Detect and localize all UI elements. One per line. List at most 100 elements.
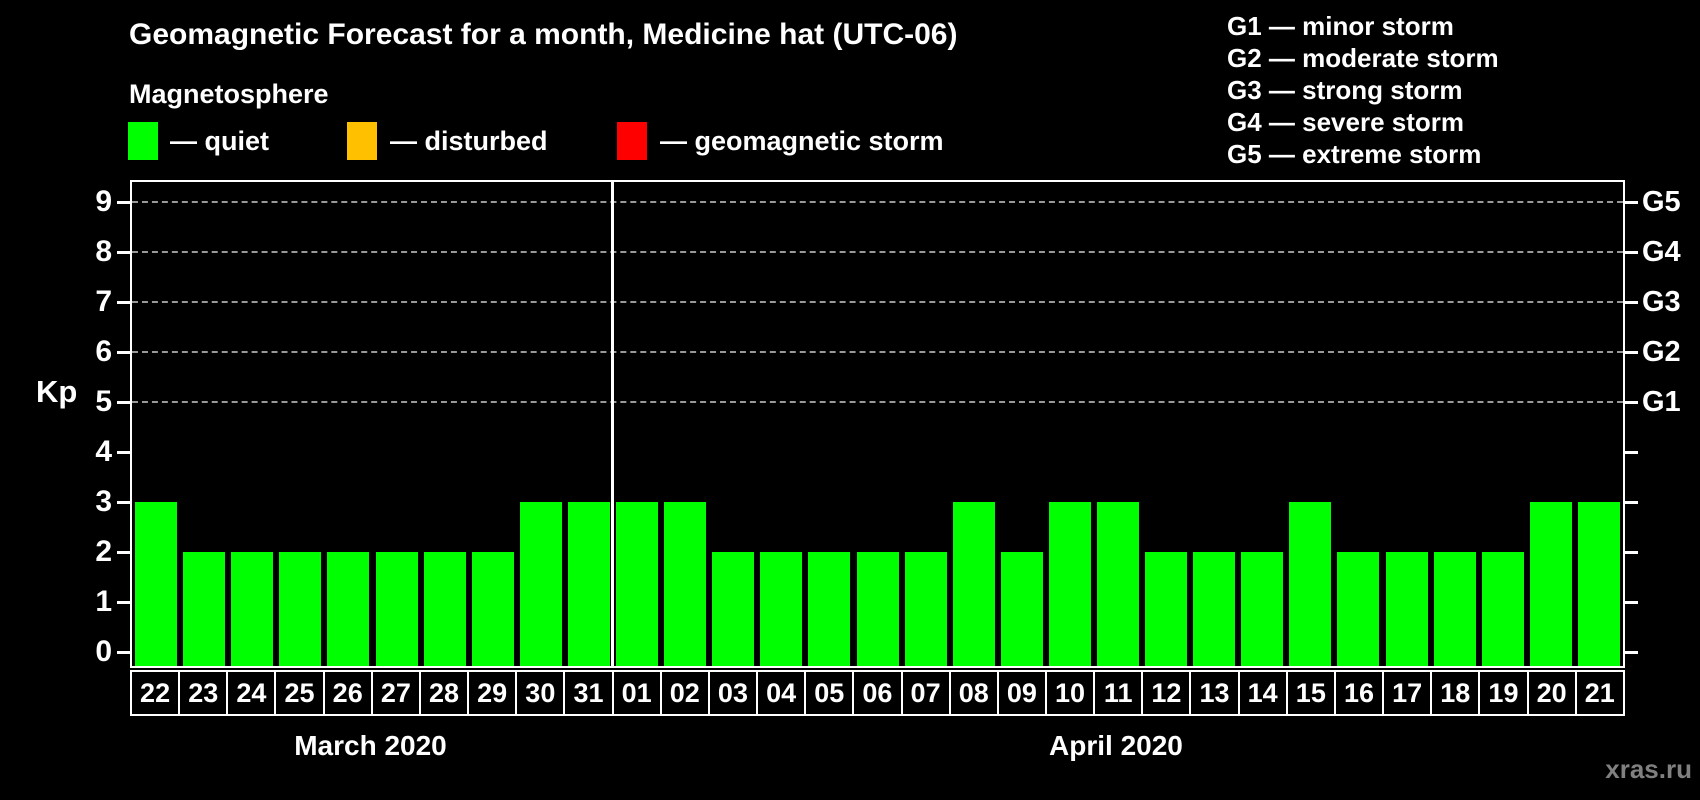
day-cell: 31 xyxy=(563,670,614,716)
page-title: Geomagnetic Forecast for a month, Medici… xyxy=(129,18,958,51)
ytick-label: 1 xyxy=(95,585,112,618)
watermark: xras.ru xyxy=(1605,754,1692,784)
kp-bar-day-03 xyxy=(712,552,755,666)
day-cell: 22 xyxy=(130,670,181,716)
storm-swatch-icon xyxy=(617,122,647,160)
day-cell: 15 xyxy=(1285,670,1336,716)
kp-bar-day-20 xyxy=(1529,502,1572,666)
kp-bar-day-27 xyxy=(375,552,418,666)
day-cell: 30 xyxy=(515,670,566,716)
day-cell: 08 xyxy=(948,670,999,716)
axis-tick-left xyxy=(117,251,130,254)
g-legend-line: G4 — severe storm xyxy=(1227,107,1465,137)
kp-bar-day-09 xyxy=(1000,552,1043,666)
day-cell: 19 xyxy=(1478,670,1529,716)
day-cell: 04 xyxy=(756,670,807,716)
ytick-label: 6 xyxy=(95,335,112,368)
month-labels: March 2020 April 2020 xyxy=(130,730,1625,772)
axis-tick-right xyxy=(1625,501,1638,504)
axis-tick-right xyxy=(1625,301,1638,304)
kp-bar-day-02 xyxy=(664,502,707,666)
day-cell: 01 xyxy=(611,670,662,716)
quiet-swatch-icon xyxy=(128,122,158,160)
kp-bar-day-08 xyxy=(952,502,995,666)
ytick-label: 5 xyxy=(95,385,112,418)
ytick-label: 4 xyxy=(95,435,112,468)
day-cell: 17 xyxy=(1382,670,1433,716)
day-cell: 09 xyxy=(996,670,1047,716)
g-axis-label: G1 xyxy=(1642,386,1681,418)
kp-bar-day-17 xyxy=(1385,552,1428,666)
kp-bar-day-07 xyxy=(904,552,947,666)
kp-bar-day-30 xyxy=(519,502,562,666)
g-scale-legend: G1 — minor storm G2 — moderate storm G3 … xyxy=(1227,10,1499,170)
day-cell: 10 xyxy=(1044,670,1096,716)
gridline xyxy=(132,201,1623,203)
kp-bar-day-19 xyxy=(1481,552,1524,666)
day-cell: 12 xyxy=(1141,670,1192,716)
kp-bar-day-16 xyxy=(1337,552,1380,666)
day-cell: 07 xyxy=(900,670,951,716)
day-cell: 23 xyxy=(178,670,229,716)
kp-bar-day-10 xyxy=(1048,502,1091,666)
axis-tick-left xyxy=(117,551,130,554)
gridline xyxy=(132,351,1623,353)
kp-bar-day-31 xyxy=(567,502,610,666)
axis-tick-right xyxy=(1625,451,1638,454)
kp-bar-day-14 xyxy=(1241,552,1284,666)
day-cell: 06 xyxy=(852,670,903,716)
month-separator-line xyxy=(611,182,615,666)
gridline xyxy=(132,301,1623,303)
ytick-label: 7 xyxy=(95,285,112,318)
legend-heading: Magnetosphere xyxy=(129,79,329,109)
legend-item-disturbed: — disturbed xyxy=(390,126,548,156)
axis-tick-left xyxy=(117,351,130,354)
kp-bar-day-15 xyxy=(1289,502,1332,666)
day-cell: 03 xyxy=(707,670,759,716)
kp-bar-day-25 xyxy=(279,552,322,666)
day-cell: 16 xyxy=(1333,670,1385,716)
axis-tick-right xyxy=(1625,351,1638,354)
day-cell: 29 xyxy=(467,670,518,716)
axis-tick-left xyxy=(117,301,130,304)
kp-bar-day-18 xyxy=(1433,552,1476,666)
ytick-label: 0 xyxy=(95,635,112,668)
ytick-label: 8 xyxy=(95,235,112,268)
kp-bar-day-26 xyxy=(327,552,370,666)
day-cell: 20 xyxy=(1526,670,1577,716)
day-cell: 14 xyxy=(1237,670,1288,716)
kp-bar-day-11 xyxy=(1096,502,1139,666)
day-cell: 28 xyxy=(418,670,470,716)
day-axis-row: 22 23 24 25 26 27 28 29 30 31 01 02 03 04 05 06 07 08 09 10… xyxy=(130,670,1625,716)
axis-tick-left xyxy=(117,651,130,654)
kp-bar-day-13 xyxy=(1193,552,1236,666)
day-cell: 05 xyxy=(804,670,855,716)
g-axis-label: G2 xyxy=(1642,336,1681,368)
axis-tick-right xyxy=(1625,601,1638,604)
month-label: April 2020 xyxy=(1049,730,1183,761)
kp-bar-day-05 xyxy=(808,552,851,666)
kp-bar-day-22 xyxy=(135,502,178,666)
axis-tick-left xyxy=(117,201,130,204)
kp-bar-day-06 xyxy=(856,552,899,666)
ytick-label: 2 xyxy=(95,535,112,568)
axis-tick-right xyxy=(1625,651,1638,654)
day-cell: 21 xyxy=(1574,670,1625,716)
kp-bar-day-29 xyxy=(471,552,514,666)
kp-bar-day-24 xyxy=(231,552,274,666)
g-legend-line: G5 — extreme storm xyxy=(1227,139,1482,169)
ytick-label: 9 xyxy=(95,185,112,218)
axis-tick-left xyxy=(117,501,130,504)
y-axis-title: Kp xyxy=(36,374,78,409)
month-label: March 2020 xyxy=(294,730,447,761)
axis-tick-left xyxy=(117,401,130,404)
g-legend-line: G2 — moderate storm xyxy=(1227,43,1499,73)
g-axis-label: G3 xyxy=(1642,286,1681,318)
axis-tick-left xyxy=(117,451,130,454)
g-axis-label: G4 xyxy=(1642,236,1681,268)
axis-tick-right xyxy=(1625,201,1638,204)
day-cell: 13 xyxy=(1189,670,1240,716)
legend-item-quiet: — quiet xyxy=(170,126,269,156)
legend-item-storm: — geomagnetic storm xyxy=(660,126,944,156)
